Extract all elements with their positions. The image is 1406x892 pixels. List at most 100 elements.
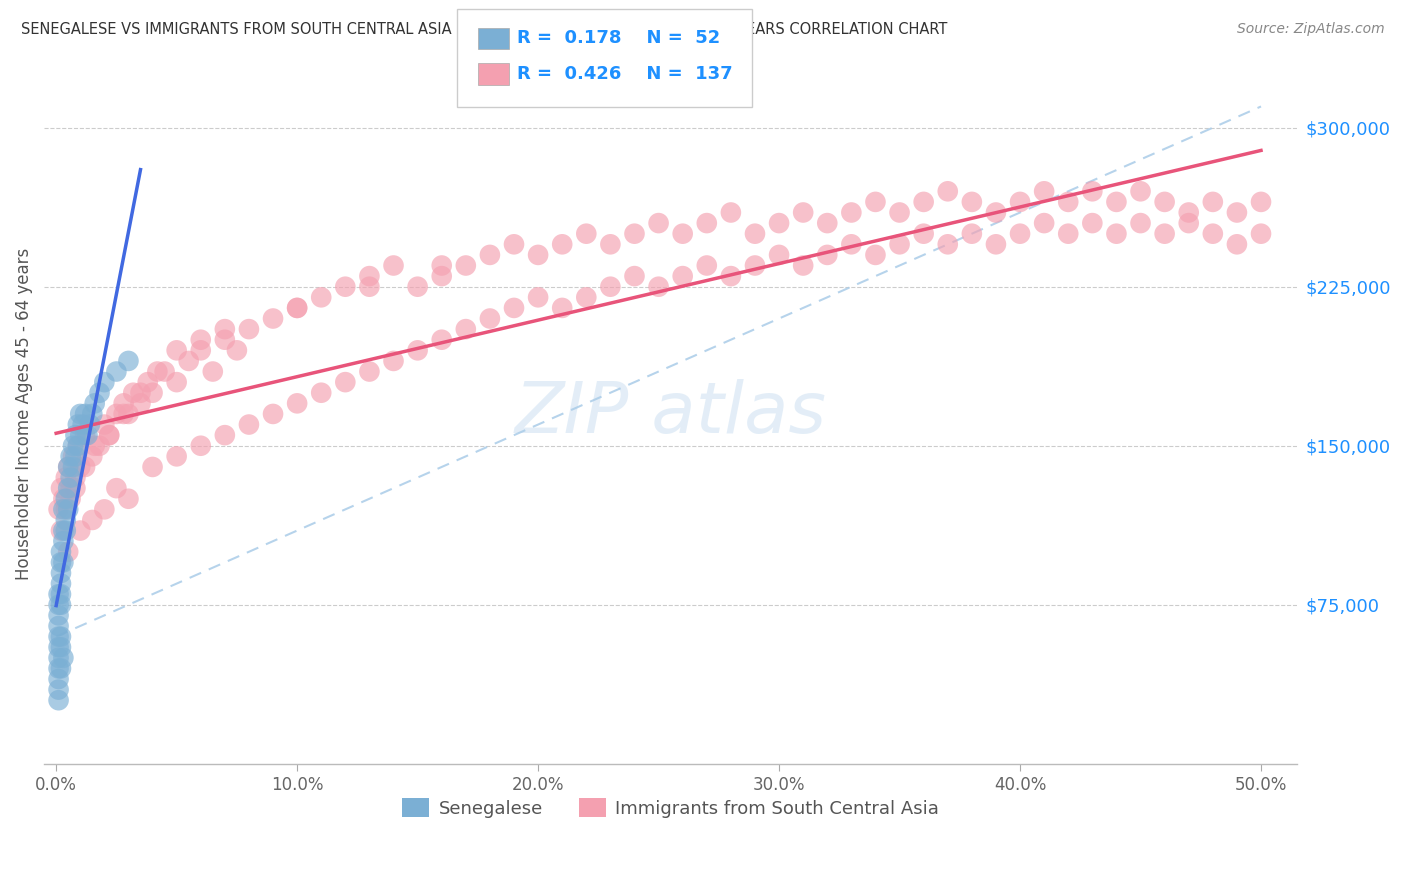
Point — [62, 459, 84, 474]
Point — [49, 576, 72, 591]
Point — [58, 545, 80, 559]
Point — [129, 385, 152, 400]
Point — [75, 407, 97, 421]
Point — [623, 269, 645, 284]
Point — [309, 385, 332, 400]
Point — [59, 450, 82, 464]
Point — [98, 428, 121, 442]
Point — [48, 619, 70, 633]
Point — [65, 470, 87, 484]
Point — [55, 502, 77, 516]
Point — [841, 237, 863, 252]
Point — [720, 205, 742, 219]
Point — [117, 407, 139, 421]
Point — [454, 259, 477, 273]
Point — [285, 396, 308, 410]
Point — [1226, 237, 1249, 252]
Point — [382, 259, 405, 273]
Point — [105, 365, 128, 379]
Point — [214, 428, 236, 442]
Point — [1226, 205, 1249, 219]
Point — [166, 375, 188, 389]
Point — [48, 598, 70, 612]
Point — [1033, 184, 1056, 198]
Point — [744, 227, 766, 241]
Point — [59, 481, 82, 495]
Point — [1081, 216, 1104, 230]
Point — [48, 672, 70, 686]
Point — [82, 513, 104, 527]
Point — [1057, 227, 1080, 241]
Point — [503, 301, 526, 315]
Point — [75, 428, 97, 442]
Point — [960, 227, 983, 241]
Point — [93, 417, 115, 432]
Point — [58, 481, 80, 495]
Point — [889, 205, 911, 219]
Point — [141, 385, 163, 400]
Point — [52, 491, 75, 506]
Point — [112, 396, 135, 410]
Point — [52, 534, 75, 549]
Point — [49, 555, 72, 569]
Point — [58, 459, 80, 474]
Point — [48, 587, 70, 601]
Point — [912, 194, 935, 209]
Point — [478, 311, 501, 326]
Point — [768, 248, 790, 262]
Point — [865, 248, 887, 262]
Point — [575, 290, 598, 304]
Point — [1202, 227, 1225, 241]
Point — [815, 248, 838, 262]
Point — [551, 301, 574, 315]
Point — [214, 322, 236, 336]
Point — [65, 428, 87, 442]
Point — [82, 407, 104, 421]
Point — [960, 194, 983, 209]
Point — [48, 630, 70, 644]
Point — [49, 481, 72, 495]
Point — [48, 650, 70, 665]
Text: R =  0.426    N =  137: R = 0.426 N = 137 — [517, 65, 733, 83]
Point — [430, 269, 453, 284]
Point — [105, 407, 128, 421]
Text: Source: ZipAtlas.com: Source: ZipAtlas.com — [1237, 22, 1385, 37]
Point — [1105, 227, 1128, 241]
Point — [190, 439, 212, 453]
Text: SENEGALESE VS IMMIGRANTS FROM SOUTH CENTRAL ASIA HOUSEHOLDER INCOME AGES 45 - 64: SENEGALESE VS IMMIGRANTS FROM SOUTH CENT… — [21, 22, 948, 37]
Text: ZIP atlas: ZIP atlas — [515, 379, 827, 449]
Point — [262, 407, 284, 421]
Point — [75, 459, 97, 474]
Point — [49, 566, 72, 580]
Point — [129, 396, 152, 410]
Point — [52, 650, 75, 665]
Point — [912, 227, 935, 241]
Point — [55, 491, 77, 506]
Point — [936, 184, 959, 198]
Point — [792, 259, 814, 273]
Point — [575, 227, 598, 241]
Point — [238, 322, 260, 336]
Point — [89, 385, 111, 400]
Point — [48, 693, 70, 707]
Point — [1153, 194, 1175, 209]
Point — [49, 630, 72, 644]
Point — [58, 459, 80, 474]
Point — [190, 333, 212, 347]
Point — [166, 450, 188, 464]
Point — [66, 417, 89, 432]
Point — [527, 248, 550, 262]
Y-axis label: Householder Income Ages 45 - 64 years: Householder Income Ages 45 - 64 years — [15, 248, 32, 580]
Point — [117, 354, 139, 368]
Point — [49, 545, 72, 559]
Point — [1057, 194, 1080, 209]
Point — [49, 598, 72, 612]
Point — [49, 524, 72, 538]
Point — [406, 279, 429, 293]
Point — [214, 333, 236, 347]
Point — [69, 524, 91, 538]
Point — [527, 290, 550, 304]
Point — [382, 354, 405, 368]
Point — [359, 269, 381, 284]
Text: R =  0.178    N =  52: R = 0.178 N = 52 — [517, 29, 721, 47]
